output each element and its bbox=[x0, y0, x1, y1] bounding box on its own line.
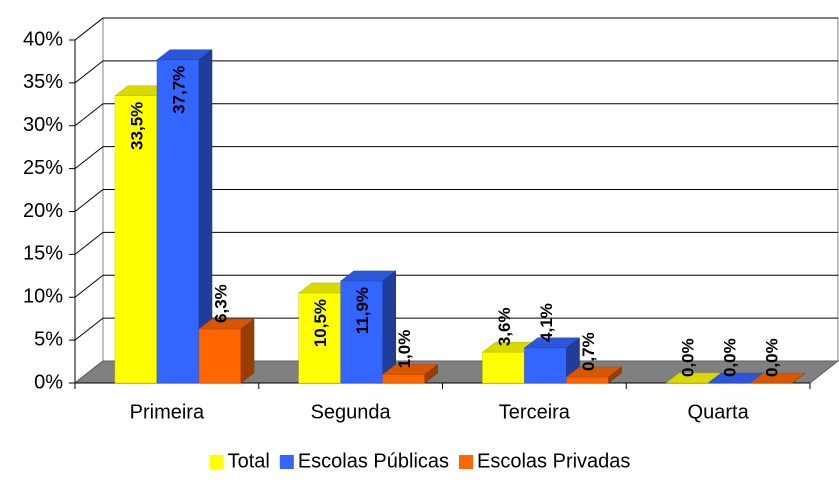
data-label: 11,9% bbox=[353, 287, 372, 334]
legend-swatch bbox=[459, 455, 474, 469]
y-tick-label: 25% bbox=[23, 157, 63, 179]
bar-front bbox=[198, 328, 242, 384]
x-tick-label: Segunda bbox=[311, 401, 392, 423]
bar-side bbox=[608, 366, 622, 384]
y-tick-label: 15% bbox=[23, 243, 63, 265]
bar-front bbox=[482, 351, 525, 384]
bar-front bbox=[340, 280, 383, 384]
legend-swatch bbox=[209, 455, 224, 469]
bar bbox=[523, 337, 581, 384]
legend-swatch bbox=[279, 455, 294, 469]
data-label: 3,6% bbox=[495, 307, 514, 346]
data-label: 33,5% bbox=[127, 102, 146, 150]
bar bbox=[749, 372, 806, 384]
bar-side bbox=[792, 372, 806, 384]
bar-front bbox=[382, 374, 425, 384]
y-tick-label: 40% bbox=[23, 28, 63, 50]
grid-line-side bbox=[74, 274, 104, 298]
bar-front bbox=[156, 59, 200, 384]
bar-side bbox=[424, 363, 438, 384]
grid-line-side bbox=[74, 317, 104, 341]
bar-front bbox=[114, 95, 158, 384]
y-tick-label: 20% bbox=[23, 200, 63, 222]
bar bbox=[198, 318, 255, 384]
y-tick-label: 10% bbox=[23, 286, 63, 308]
grid-line-side bbox=[74, 146, 104, 170]
bar-front bbox=[566, 376, 609, 384]
legend-label: Escolas Públicas bbox=[298, 450, 449, 472]
bar-front bbox=[298, 292, 341, 384]
bar-side bbox=[240, 318, 255, 384]
bar bbox=[340, 270, 397, 384]
x-tick-label: Primeira bbox=[130, 401, 205, 423]
data-label: 0,0% bbox=[679, 338, 698, 377]
grid-line-side bbox=[74, 103, 104, 127]
bar bbox=[565, 366, 623, 384]
grid-line-side bbox=[74, 189, 104, 212]
bar-front bbox=[524, 347, 567, 384]
data-label: 0,7% bbox=[579, 332, 598, 371]
data-label: 1,0% bbox=[395, 330, 414, 369]
y-tick-label: 5% bbox=[34, 328, 63, 350]
data-label: 6,3% bbox=[211, 284, 230, 323]
y-tick-label: 0% bbox=[34, 371, 63, 393]
data-label: 4,1% bbox=[537, 303, 556, 342]
grid-line-side bbox=[74, 60, 104, 84]
x-tick-label: Terceira bbox=[499, 401, 571, 423]
x-tick-label: Quarta bbox=[688, 401, 750, 423]
y-tick-label: 30% bbox=[23, 114, 63, 136]
y-tick-label: 35% bbox=[23, 71, 63, 93]
grid-line-side bbox=[74, 231, 104, 255]
data-label: 0,0% bbox=[721, 338, 740, 377]
data-label: 0,0% bbox=[763, 338, 782, 377]
legend-label: Escolas Privadas bbox=[477, 450, 630, 472]
bar bbox=[382, 363, 439, 384]
bar bbox=[156, 49, 213, 384]
legend-label: Total bbox=[228, 450, 270, 472]
grid-line-side bbox=[74, 17, 104, 41]
data-label: 10,5% bbox=[311, 299, 330, 347]
data-label: 37,7% bbox=[169, 66, 188, 114]
